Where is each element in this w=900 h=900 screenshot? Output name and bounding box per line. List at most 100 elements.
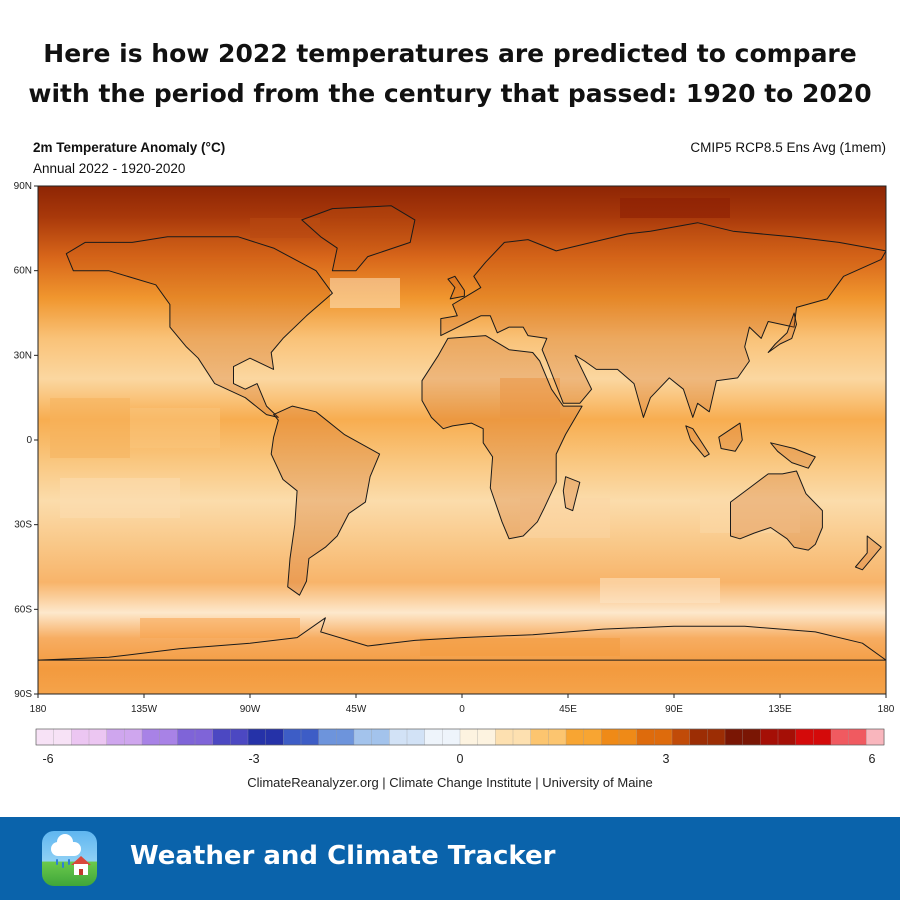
colorbar-swatch: [548, 728, 567, 746]
colorbar-swatch: [636, 728, 655, 746]
colorbar-swatch: [159, 728, 178, 746]
colorbar-label: -3: [248, 752, 259, 766]
colorbar-swatch: [689, 728, 708, 746]
lat-tick-label: 60S: [14, 604, 32, 615]
map-frame: 90N 60N 30N 0 30S 60S 90S 180 135W 90W 45W 0 45E 90E…: [14, 181, 895, 715]
colorbar-swatch: [424, 728, 443, 746]
lon-tick-label: 180: [878, 704, 895, 715]
continent-indonesia-borneo: [718, 422, 743, 452]
colorbar-swatch: [141, 728, 161, 746]
colorbar-swatch: [760, 728, 779, 746]
footer-bar: Weather and Climate Tracker: [0, 817, 900, 900]
colorbar-swatch: [866, 728, 885, 746]
colorbar-swatch: [124, 728, 143, 746]
colorbar-swatch: [353, 728, 373, 746]
rain-drop-icon: [62, 862, 64, 868]
colorbar-swatch: [177, 728, 196, 746]
lat-tick-label: 60N: [14, 266, 32, 277]
lon-tick-label: 45W: [346, 704, 367, 715]
lon-tick-label: 45E: [559, 704, 577, 715]
colorbar-swatch: [283, 728, 302, 746]
anomaly-patch: [250, 218, 320, 238]
anomaly-patch: [620, 198, 730, 218]
continents: [37, 205, 887, 661]
colorbar-swatch: [565, 728, 585, 746]
colorbar-swatch: [88, 728, 108, 746]
colorbar-swatch: [406, 728, 426, 746]
colorbar-swatch: [336, 728, 355, 746]
continent-new-guinea: [770, 442, 816, 469]
house-door-icon: [79, 869, 83, 875]
colorbar-swatch: [654, 728, 673, 746]
credit-line: ClimateReanalyzer.org | Climate Change I…: [247, 775, 653, 790]
lon-tick-label: 90W: [240, 704, 261, 715]
lon-tick-label: 180: [30, 704, 47, 715]
house-roof-icon: [71, 856, 91, 865]
colorbar-swatch: [848, 728, 867, 746]
colorbar-swatch: [442, 728, 461, 746]
rain-drop-icon: [56, 859, 58, 865]
colorbar-swatch: [459, 728, 479, 746]
temperature-anomaly-map: 90N 60N 30N 0 30S 60S 90S 180 135W 90W 45W 0 45E 90E…: [14, 181, 895, 766]
colorbar-swatch: [371, 728, 390, 746]
continent-europe-asia: [440, 222, 887, 418]
anomaly-patches: [50, 198, 800, 656]
continent-japan: [767, 312, 797, 353]
lon-tick-label: 135W: [131, 704, 158, 715]
colorbar-swatch: [300, 728, 320, 746]
headline-line-2: with the period from the century that pa…: [28, 79, 872, 108]
anomaly-patch: [50, 398, 130, 458]
colorbar-label: 6: [869, 752, 876, 766]
lon-tick-label: 135E: [768, 704, 792, 715]
continent-australia: [730, 470, 823, 551]
headline-line-1: Here is how 2022 temperatures are predic…: [43, 39, 857, 68]
colorbar-swatch: [707, 728, 726, 746]
colorbar-swatch: [583, 728, 602, 746]
colorbar-border: [35, 728, 885, 746]
anomaly-patch: [600, 578, 720, 603]
continent-greenland: [301, 205, 416, 272]
model-label: CMIP5 RCP8.5 Ens Avg (1mem): [690, 140, 886, 155]
colorbar-swatch: [53, 728, 72, 746]
anomaly-patch: [140, 618, 300, 638]
colorbar-label: 0: [457, 752, 464, 766]
colorbar-swatch: [813, 728, 832, 746]
anomaly-patch: [60, 478, 180, 518]
lat-tick-label: 90N: [14, 181, 32, 192]
map-subtitle: Annual 2022 - 1920-2020: [33, 161, 186, 176]
colorbar-swatch: [71, 728, 90, 746]
continent-south-america: [270, 405, 381, 596]
colorbar-swatch: [389, 728, 408, 746]
weather-app-icon: [42, 831, 97, 886]
anomaly-patch: [330, 278, 400, 308]
longitude-ticks: 180 135W 90W 45W 0 45E 90E 135E 180: [30, 694, 895, 715]
lat-tick-label: 0: [26, 435, 32, 446]
anomaly-patch: [700, 498, 800, 533]
continent-uk: [447, 275, 465, 300]
anomaly-patch: [420, 638, 620, 656]
rain-drop-icon: [68, 859, 70, 865]
continent-new-zealand: [854, 535, 882, 571]
footer-title: Weather and Climate Tracker: [130, 841, 556, 871]
continent-africa: [421, 335, 583, 540]
colorbar-swatch: [601, 728, 620, 746]
lon-tick-label: 90E: [665, 704, 683, 715]
colorbar-labels: -6 -3 0 3 6: [42, 752, 875, 766]
colorbar-swatch: [247, 728, 267, 746]
lon-tick-label: 0: [459, 704, 465, 715]
continent-north-america: [65, 236, 333, 418]
lat-tick-label: 90S: [14, 689, 32, 700]
colorbar-swatch: [795, 728, 814, 746]
colorbar: [35, 728, 885, 746]
anomaly-patch: [130, 408, 220, 448]
colorbar-swatch: [35, 728, 55, 746]
colorbar-swatch: [742, 728, 761, 746]
cloud-icon: [51, 834, 81, 856]
colorbar-swatch: [318, 728, 337, 746]
colorbar-swatch: [106, 728, 125, 746]
colorbar-label: 3: [663, 752, 670, 766]
colorbar-swatch: [265, 728, 284, 746]
continent-antarctica: [37, 617, 887, 661]
colorbar-swatch: [194, 728, 214, 746]
colorbar-swatch: [830, 728, 850, 746]
